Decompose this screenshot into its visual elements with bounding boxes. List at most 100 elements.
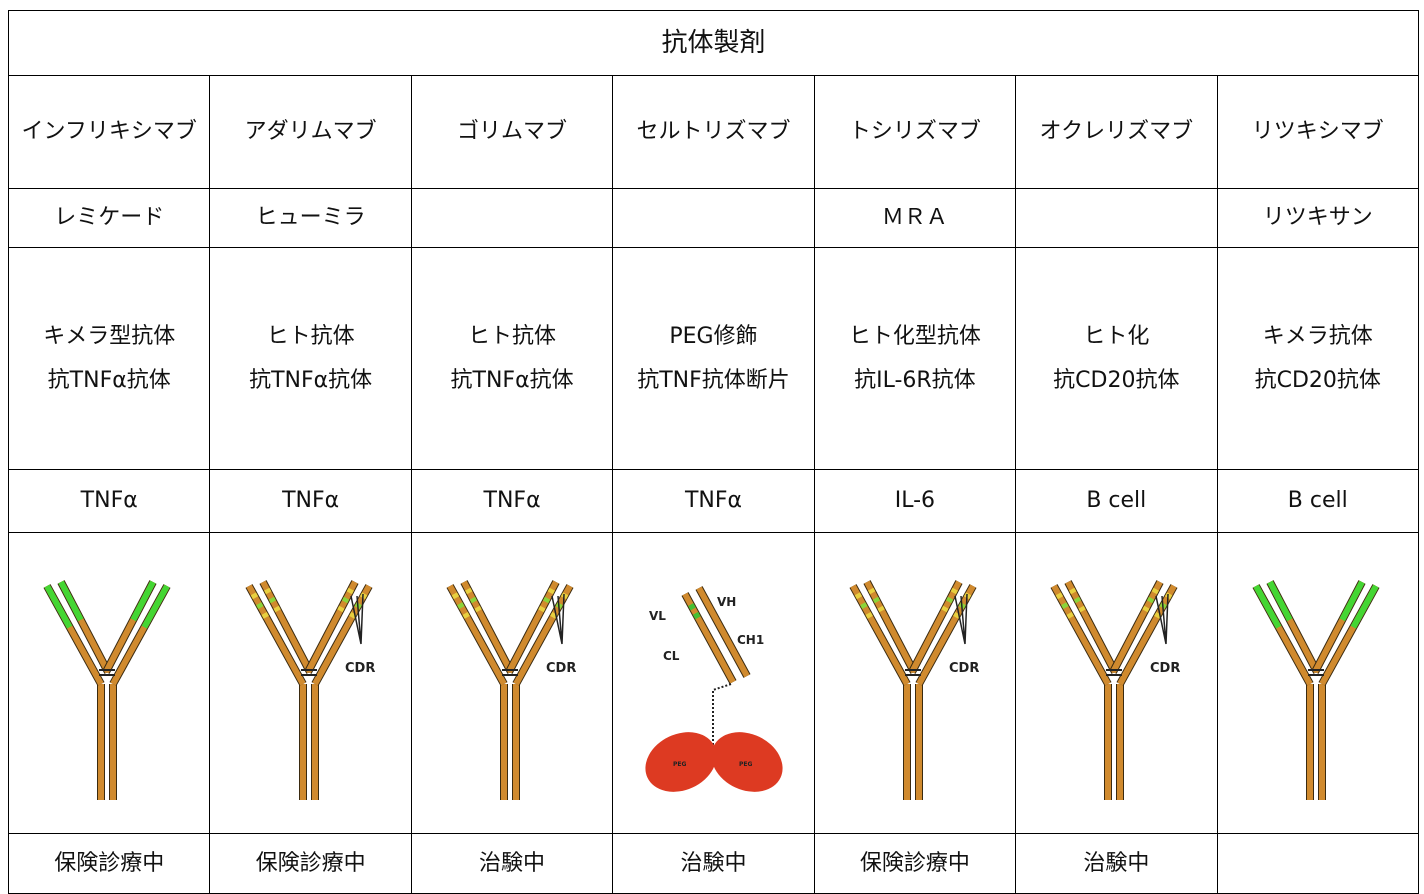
target: TNFα xyxy=(612,469,815,533)
cdr-mark xyxy=(255,602,264,610)
cdr-mark xyxy=(1066,611,1075,619)
text-line: 抗IL-6R抗体 xyxy=(854,367,976,393)
table-row: キメラ型抗体 抗TNFα抗体 ヒト抗体 抗TNFα抗体 ヒト抗体 抗TNFα抗体 PEG修飾… xyxy=(7,247,1420,470)
diagram-cell: CDR xyxy=(209,532,412,834)
antibody-diagram: CDR xyxy=(849,580,979,800)
cdr-mark xyxy=(261,611,269,619)
cdr-mark xyxy=(1056,592,1064,600)
antibody-table: 抗体製剤 インフリキシマブ アダリムマブ ゴリムマブ セルトリズマブ トシリズマブ オクレ… xyxy=(7,10,1420,894)
cdr-pointer xyxy=(551,593,565,645)
antibody-name: ゴリムマブ xyxy=(410,75,614,189)
chain xyxy=(864,580,917,674)
antibody-type: ヒト化型抗体 抗IL-6R抗体 xyxy=(813,247,1017,470)
chain xyxy=(461,580,514,674)
cdr-pointer xyxy=(954,593,968,645)
table-title: 抗体製剤 xyxy=(8,10,1419,76)
diagram-label: VH xyxy=(717,595,736,609)
antibody-diagram xyxy=(1252,580,1380,800)
cdr-mark xyxy=(465,587,473,595)
diagram-label: CDR xyxy=(949,661,979,676)
diagram-label: PEG xyxy=(673,761,686,768)
variable-region xyxy=(130,580,156,622)
cdr-mark xyxy=(941,605,949,613)
antibody-type: キメラ抗体 抗CD20抗体 xyxy=(1216,247,1420,470)
cdr-mark xyxy=(1142,605,1150,613)
antibody-name: トシリズマブ xyxy=(813,75,1017,189)
status: 保険診療中 xyxy=(813,833,1017,894)
antibody-type: ヒト化 抗CD20抗体 xyxy=(1015,247,1218,470)
text-line: ヒト化 xyxy=(1083,323,1150,349)
cdr-mark xyxy=(250,592,258,600)
text-line: 抗TNFα抗体 xyxy=(47,367,171,393)
chain xyxy=(696,586,751,678)
text-line: ヒト抗体 xyxy=(266,323,355,349)
cdr-mark xyxy=(867,587,876,595)
text-line: PEG修飾 xyxy=(669,323,758,349)
brand-name: レミケード xyxy=(7,188,211,248)
antibody-diagram: CDR xyxy=(1050,580,1181,800)
status: 治験中 xyxy=(410,833,614,894)
variable-region xyxy=(1350,584,1379,629)
brand-name xyxy=(1015,188,1218,248)
cdr-pointer xyxy=(1155,593,1170,645)
diagram-cell: CDR xyxy=(410,532,614,834)
chain xyxy=(909,580,962,674)
cdr-mark xyxy=(1061,602,1069,610)
table-row: レミケード ヒューミラ ＭＲＡ リツキサン xyxy=(7,188,1420,248)
variable-region xyxy=(1253,584,1282,629)
antibody-name: リツキシマブ xyxy=(1216,75,1420,189)
target: IL-6 xyxy=(813,469,1017,533)
chain xyxy=(513,584,573,686)
text-line: 抗CD20抗体 xyxy=(1254,367,1381,393)
chain xyxy=(259,580,313,674)
diagram-label: CDR xyxy=(1150,661,1180,676)
brand-name: ＭＲＡ xyxy=(813,188,1017,248)
cdr-mark xyxy=(877,605,885,613)
antibody-diagram: CDR xyxy=(245,580,375,800)
cdr-mark xyxy=(462,611,470,619)
table-row: インフリキシマブ アダリムマブ ゴリムマブ セルトリズマブ トシリズマブ オクレリズマブリ… xyxy=(7,75,1420,189)
cdr-mark xyxy=(1154,611,1162,619)
linker xyxy=(712,683,732,754)
diagram-cell xyxy=(7,532,211,834)
text-line: 抗TNFα抗体 xyxy=(450,367,574,393)
diagram-cell: CDR xyxy=(1015,532,1218,834)
text-line: ヒト化型抗体 xyxy=(848,323,981,349)
target: TNFα xyxy=(209,469,412,533)
diagram-cell xyxy=(1216,532,1420,834)
variable-region xyxy=(141,584,170,629)
cdr-mark xyxy=(950,587,958,595)
cdr-mark xyxy=(336,605,345,613)
cdr-mark xyxy=(688,603,697,611)
cdr-mark xyxy=(538,605,546,613)
status: 保険診療中 xyxy=(209,833,412,894)
cdr-mark xyxy=(872,596,880,604)
status xyxy=(1216,833,1420,894)
cdr-mark xyxy=(952,611,961,619)
cdr-mark xyxy=(1152,587,1160,595)
chain xyxy=(245,584,306,686)
cdr-mark xyxy=(854,592,862,600)
peg xyxy=(711,732,784,792)
chain xyxy=(850,584,910,686)
cdr-mark xyxy=(1069,587,1077,595)
cdr-mark xyxy=(474,605,482,613)
cdr-pointer xyxy=(349,593,364,645)
status: 治験中 xyxy=(1015,833,1218,894)
antibody-type: ヒト抗体抗TNFα抗体 xyxy=(209,247,412,470)
variable-region xyxy=(44,584,73,629)
chain xyxy=(1117,584,1177,686)
antibody-diagram xyxy=(43,580,171,800)
cdr-mark xyxy=(457,602,465,610)
antibody-name: オクレリズマブ xyxy=(1015,75,1218,189)
brand-name xyxy=(612,188,815,248)
cdr-mark xyxy=(865,611,873,619)
antibody-diagram: VL VH CH1 CL PEG PEG xyxy=(645,586,784,792)
brand-name xyxy=(410,188,614,248)
target: B cell xyxy=(1216,469,1420,533)
cdr-mark xyxy=(1074,596,1082,604)
text-line: 抗TNFα抗体 xyxy=(249,367,373,393)
diagram-cell: VL VH CH1 CL PEG PEG xyxy=(612,532,815,834)
diagram-label: CL xyxy=(663,649,680,663)
